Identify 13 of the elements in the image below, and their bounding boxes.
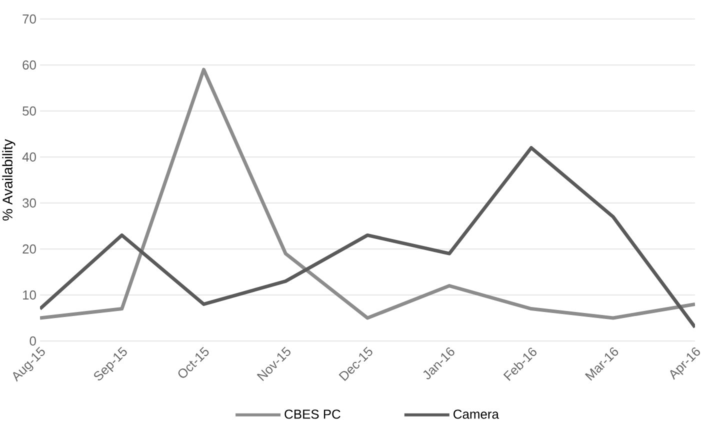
y-tick-label: 50	[22, 106, 36, 116]
y-tick-label: 40	[22, 152, 36, 162]
legend-label: CBES PC	[284, 410, 340, 419]
y-tick-label: 70	[22, 14, 36, 24]
y-tick-label: 30	[22, 198, 36, 208]
line-series	[40, 68, 695, 320]
legend-label: Camera	[454, 410, 499, 419]
y-tick-label: 60	[22, 60, 36, 70]
y-axis-title: % Availability	[2, 139, 16, 220]
line-series	[40, 146, 695, 329]
y-tick-label: 20	[22, 244, 36, 254]
y-tick-label: 0	[30, 336, 36, 346]
y-tick-label: 10	[23, 290, 36, 300]
